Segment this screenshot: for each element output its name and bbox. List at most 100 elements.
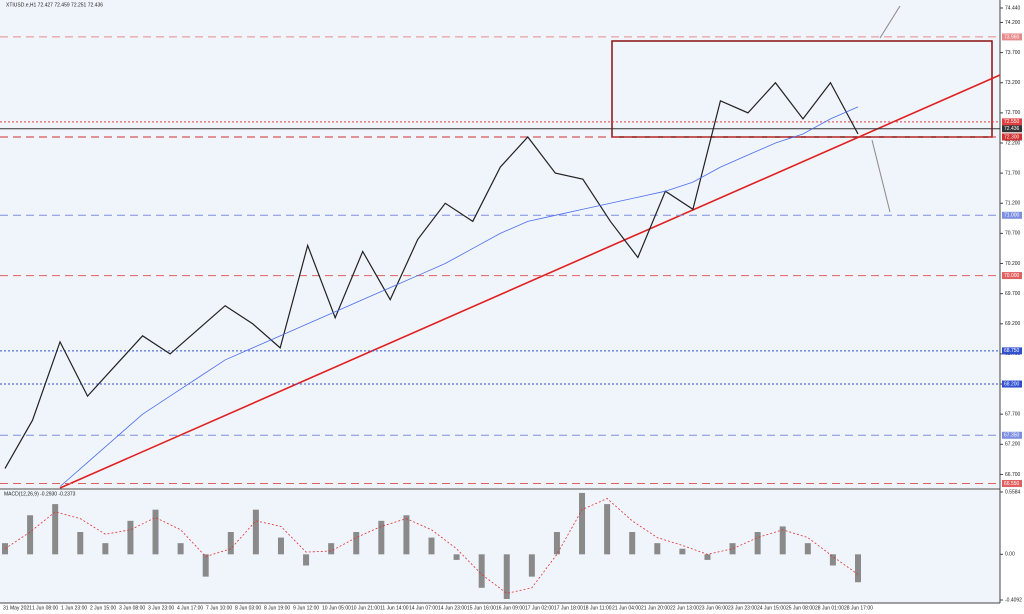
x-tick-label: 8 Jun 19:00 <box>264 605 290 611</box>
y-tick-label: 74.440 <box>1005 5 1021 11</box>
macd-pane <box>0 490 1000 603</box>
x-tick-label: 17 Jun 18:00 <box>554 605 583 611</box>
macd-title: MACD(12,26,9) -0.2930 -0.2373 <box>4 491 76 497</box>
level-label: 71.000 <box>1004 213 1020 219</box>
macd-tick-label: 0.00 <box>1005 552 1015 558</box>
macd-tick-label: 0.5584 <box>1005 489 1021 495</box>
x-tick-label: 7 Jun 10:00 <box>206 605 232 611</box>
range-box <box>611 40 993 138</box>
macd-bar <box>779 526 786 555</box>
macd-bar <box>328 543 335 555</box>
x-tick-label: 3 Jun 08:00 <box>119 605 145 611</box>
macd-bar <box>804 543 811 555</box>
macd-bar <box>252 509 259 555</box>
y-tick-label: 73.700 <box>1005 50 1021 56</box>
level-label: 73.960 <box>1004 34 1020 40</box>
y-tick-label: 72.700 <box>1005 110 1021 116</box>
chart-title: XTIUSD.e,H1 72.427 72.459 72.251 72.436 <box>6 2 103 8</box>
level-label: 70.000 <box>1004 273 1020 279</box>
macd-bar <box>202 554 209 577</box>
macd-bar <box>654 543 661 555</box>
x-tick-label: 18 Jun 11:00 <box>583 605 612 611</box>
macd-bar <box>127 520 134 555</box>
macd-bar <box>629 532 636 555</box>
x-tick-label: 21 Jun 20:00 <box>641 605 670 611</box>
y-tick-label: 70.200 <box>1005 261 1021 267</box>
x-tick-label: 23 Jun 23:00 <box>728 605 757 611</box>
macd-bar <box>754 532 761 555</box>
x-tick-label: 17 Jun 02:00 <box>525 605 554 611</box>
x-tick-label: 11 Jun 14:00 <box>380 605 409 611</box>
macd-bar <box>829 554 836 566</box>
level-label: 72.550 <box>1004 119 1020 125</box>
macd-bar <box>27 515 34 555</box>
macd-signal <box>4 498 859 594</box>
y-tick-label: 73.200 <box>1005 80 1021 86</box>
x-tick-label: 25 Jun 08:00 <box>786 605 815 611</box>
macd-bar <box>553 532 560 555</box>
y-tick-label: 74.200 <box>1005 20 1021 26</box>
macd-bar <box>52 504 59 555</box>
level-tag <box>1002 272 1022 280</box>
x-tick-label: 15 Jun 16:00 <box>467 605 496 611</box>
main-pane <box>0 0 1000 488</box>
y-tick-label: 70.700 <box>1005 231 1021 237</box>
macd-tick-label: -0.4092 <box>1005 597 1022 603</box>
macd-bar <box>679 548 686 555</box>
level-tag <box>1002 125 1022 133</box>
macd-bar <box>604 504 611 555</box>
macd-bar <box>503 554 510 599</box>
x-tick-label: 28 Jun 17:00 <box>844 605 873 611</box>
x-tick-label: 23 Jun 06:00 <box>699 605 728 611</box>
macd-bar <box>177 543 184 555</box>
macd-bar <box>303 554 310 566</box>
macd-bar <box>227 532 234 555</box>
macd-bar <box>855 554 861 583</box>
macd-bar <box>428 537 435 555</box>
x-tick-label: 10 Jun 21:00 <box>351 605 380 611</box>
ma-line <box>59 106 859 487</box>
level-tag <box>1002 431 1022 439</box>
macd-bar <box>528 554 535 577</box>
x-tick-label: 21 Jun 04:00 <box>612 605 641 611</box>
arrow-down <box>871 139 891 213</box>
y-tick-label: 67.700 <box>1005 412 1021 418</box>
macd-bar <box>77 532 84 555</box>
level-label: 72.436 <box>1004 126 1020 132</box>
y-tick-label: 69.200 <box>1005 321 1021 327</box>
y-tick-label: 67.200 <box>1005 442 1021 448</box>
y-tick-label: 72.200 <box>1005 140 1021 146</box>
trend-line <box>59 74 1001 489</box>
x-tick-label: 22 Jun 13:00 <box>670 605 699 611</box>
x-tick-label: 28 Jun 01:00 <box>815 605 844 611</box>
macd-bar <box>453 554 460 560</box>
x-tick-label: 3 Jun 23:00 <box>148 605 174 611</box>
x-tick-label: 2 Jun 15:00 <box>90 605 116 611</box>
y-tick-label: 69.700 <box>1005 291 1021 297</box>
level-tag <box>1002 118 1022 126</box>
level-tag <box>1002 347 1022 355</box>
arrow-up <box>879 5 901 39</box>
x-tick-label: 1 Jun 23:00 <box>61 605 87 611</box>
x-tick-label: 1 Jun 08:00 <box>32 605 58 611</box>
macd-bar <box>277 537 284 555</box>
level-tag <box>1002 133 1022 141</box>
macd-bar <box>353 532 360 555</box>
macd-bar <box>378 520 385 555</box>
y-tick-label: 66.700 <box>1005 472 1021 478</box>
level-label: 67.350 <box>1004 433 1020 439</box>
macd-bar <box>152 509 159 555</box>
y-tick-label: 71.200 <box>1005 201 1021 207</box>
x-tick-label: 14 Jun 23:00 <box>438 605 467 611</box>
x-tick-label: 10 Jun 05:00 <box>322 605 351 611</box>
macd-bar <box>729 543 736 555</box>
level-tag <box>1002 33 1022 41</box>
level-tag <box>1002 479 1022 487</box>
y-tick-label: 71.700 <box>1005 170 1021 176</box>
level-tag <box>1002 211 1022 219</box>
x-tick-label: 9 Jun 12:00 <box>293 605 319 611</box>
x-tick-label: 31 May 2021 <box>3 605 32 611</box>
x-tick-label: 8 Jun 03:00 <box>235 605 261 611</box>
level-label: 68.750 <box>1004 348 1020 354</box>
